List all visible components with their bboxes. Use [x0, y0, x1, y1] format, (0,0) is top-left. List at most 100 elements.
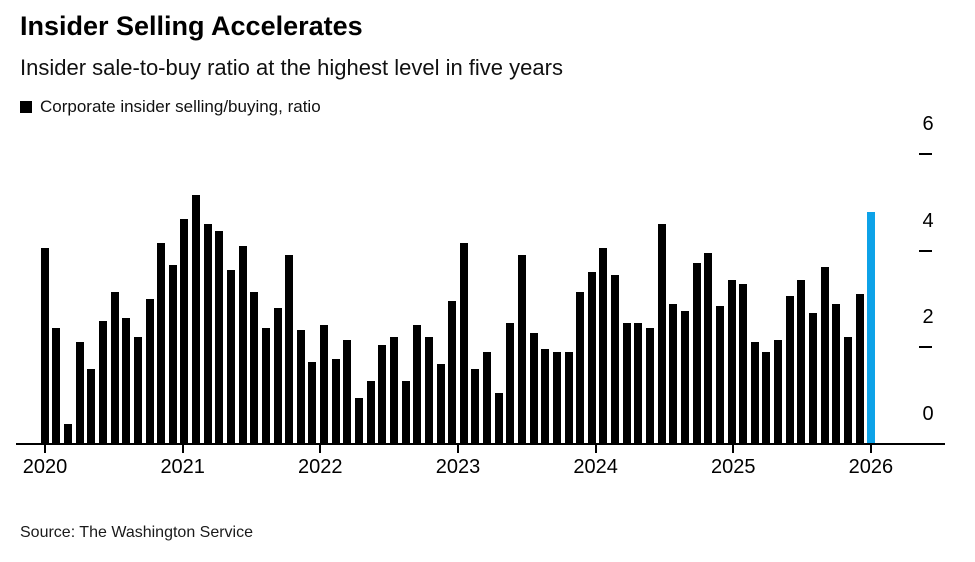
- y-tick-6: [919, 153, 932, 155]
- bar-2021-10: [285, 255, 294, 444]
- bar-2025-06: [797, 279, 806, 444]
- bar-2025-10: [843, 337, 852, 444]
- x-axis-line: [16, 443, 945, 445]
- bar-2022-06: [378, 344, 387, 444]
- bar-2021-03: [203, 224, 212, 444]
- bar-2021-06: [238, 245, 247, 444]
- bar-2022-09: [413, 325, 422, 444]
- bar-2024-01: [599, 248, 608, 444]
- bar-2025-08: [820, 267, 829, 444]
- bar-2024-05: [646, 327, 654, 444]
- bar-2022-02: [331, 359, 340, 444]
- y-tick-2: [919, 346, 932, 348]
- bar-2025-07: [808, 313, 817, 444]
- bar-2023-12: [587, 272, 596, 444]
- x-tick-2024: [594, 445, 597, 453]
- bar-2020-10: [145, 298, 154, 444]
- bar-2021-12: [308, 361, 317, 444]
- y-tick-4: [919, 249, 932, 252]
- x-tick-2022: [319, 445, 322, 453]
- bar-2025-04: [774, 339, 782, 444]
- bar-2020-06: [98, 320, 107, 444]
- x-tick-2023: [457, 445, 459, 453]
- bar-2020-01: [40, 248, 49, 444]
- bar-2020-08: [122, 318, 131, 444]
- x-label-2020: 2020: [22, 456, 68, 478]
- bar-2024-12: [727, 279, 736, 444]
- bar-2020-03: [64, 424, 72, 444]
- bar-2021-05: [226, 269, 235, 444]
- bar-2022-07: [389, 337, 398, 444]
- x-tick-2021: [181, 445, 184, 453]
- bar-2025-03: [762, 351, 771, 444]
- bar-2024-11: [715, 306, 724, 444]
- bar-2024-09: [692, 262, 701, 444]
- bar-2025-01: [739, 284, 748, 444]
- chart-title: Insider Selling Accelerates: [20, 11, 363, 41]
- x-label-2022: 2022: [298, 456, 343, 478]
- bar-2021-09: [273, 308, 282, 444]
- bar-2023-07: [529, 332, 538, 444]
- bar-2024-07: [669, 303, 678, 444]
- bar-2024-04: [634, 322, 643, 444]
- bar-2024-08: [680, 310, 689, 444]
- x-label-2025: 2025: [711, 456, 756, 478]
- bar-2021-08: [261, 327, 270, 444]
- legend-swatch-icon: [20, 101, 32, 113]
- bar-2021-07: [250, 291, 259, 444]
- bar-2020-09: [133, 337, 142, 444]
- bar-2020-05: [87, 368, 96, 444]
- bar-2023-01: [459, 243, 468, 444]
- bar-2020-02: [52, 327, 61, 444]
- bar-2022-01: [320, 325, 329, 444]
- bar-2020-11: [157, 243, 166, 444]
- bar-2021-11: [296, 330, 305, 444]
- y-label-6: 6: [922, 113, 934, 135]
- x-label-2021: 2021: [160, 456, 205, 478]
- bar-2022-08: [401, 380, 410, 444]
- bar-2023-02: [471, 368, 480, 444]
- bar-2025-09: [832, 303, 841, 444]
- source-note: Source: The Washington Service: [20, 524, 254, 541]
- bar-2023-09: [552, 351, 561, 444]
- bar-2023-05: [506, 322, 515, 444]
- bar-2021-04: [215, 231, 224, 444]
- x-label-2023: 2023: [435, 456, 481, 478]
- bar-2022-12: [448, 301, 457, 444]
- x-tick-2020: [44, 445, 46, 453]
- bar-2024-06: [657, 224, 666, 444]
- bar-2025-02: [750, 342, 759, 444]
- bar-2024-02: [611, 274, 620, 444]
- bar-2023-03: [483, 351, 491, 444]
- bar-2023-10: [564, 351, 573, 444]
- bar-2022-10: [424, 337, 433, 444]
- bar-2022-03: [343, 339, 352, 444]
- x-label-2026: 2026: [848, 456, 894, 478]
- y-label-2: 2: [922, 306, 934, 328]
- bar-2020-12: [168, 265, 177, 444]
- bar-2020-04: [75, 342, 84, 444]
- bar-2023-11: [576, 291, 585, 444]
- bar-2024-03: [622, 322, 631, 444]
- bar-2025-11: [855, 293, 864, 444]
- bar-2022-04: [355, 397, 363, 444]
- y-label-4: 4: [922, 209, 934, 232]
- bar-2023-04: [494, 392, 503, 444]
- y-label-0: 0: [922, 402, 934, 425]
- bar-2025-12-highlighted: [867, 211, 876, 444]
- x-tick-2025: [732, 445, 735, 453]
- x-tick-2026: [869, 445, 872, 453]
- legend-label: Corporate insider selling/buying, ratio: [40, 97, 321, 116]
- bar-2024-10: [704, 252, 713, 444]
- chart-subtitle: Insider sale-to-buy ratio at the highest…: [20, 55, 563, 80]
- bar-2022-11: [436, 363, 445, 444]
- x-label-2024: 2024: [573, 456, 618, 478]
- bar-2021-02: [192, 195, 200, 444]
- bar-2020-07: [110, 291, 119, 444]
- bar-2023-08: [541, 349, 550, 444]
- bar-2023-06: [517, 255, 526, 444]
- bar-2022-05: [366, 380, 375, 444]
- bar-2025-05: [785, 296, 794, 444]
